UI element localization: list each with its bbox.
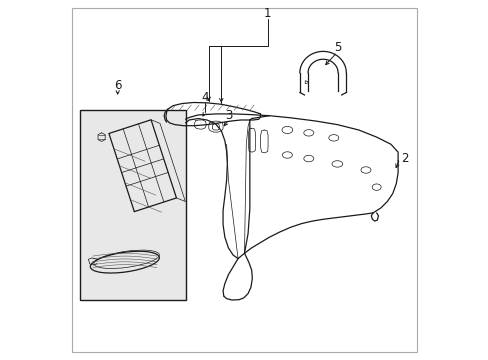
Text: 5: 5 <box>333 41 340 54</box>
Bar <box>80 111 185 300</box>
Text: 6: 6 <box>114 79 121 92</box>
Text: 2: 2 <box>401 152 408 165</box>
Text: 4: 4 <box>201 91 208 104</box>
Text: 1: 1 <box>264 8 271 21</box>
Text: 3: 3 <box>224 109 232 122</box>
